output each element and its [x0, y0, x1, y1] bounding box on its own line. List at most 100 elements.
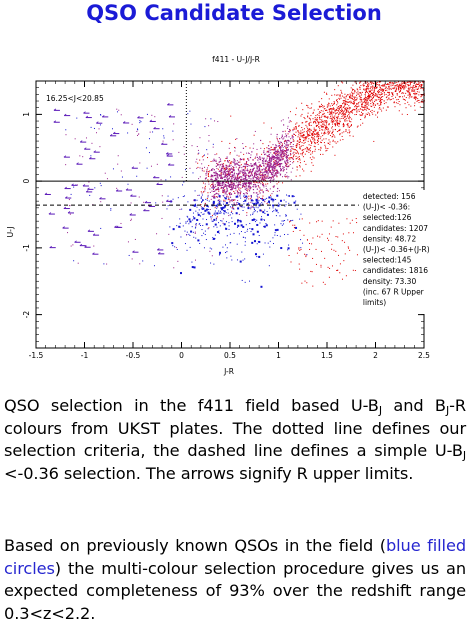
data-point — [233, 161, 235, 163]
data-point — [386, 83, 388, 85]
data-point — [258, 235, 260, 237]
data-point — [239, 159, 241, 161]
data-point — [378, 94, 380, 96]
data-point — [252, 213, 254, 215]
data-point — [328, 239, 330, 241]
data-point — [310, 107, 312, 109]
data-point — [225, 185, 228, 187]
data-point — [214, 196, 216, 198]
data-point — [303, 149, 305, 151]
data-point — [342, 233, 344, 235]
data-point — [226, 174, 228, 176]
data-point — [312, 111, 314, 113]
data-point — [315, 118, 317, 120]
data-point — [364, 117, 366, 119]
arrow-head — [92, 233, 96, 236]
data-point — [330, 112, 332, 114]
data-point — [319, 105, 321, 107]
data-point — [236, 204, 238, 206]
data-point — [363, 100, 365, 102]
data-point — [285, 176, 287, 178]
data-point — [131, 123, 133, 125]
data-point — [324, 108, 326, 110]
data-point — [254, 186, 256, 188]
blue-circles-link[interactable]: blue filled circles — [4, 536, 466, 578]
data-point — [335, 120, 337, 122]
data-point — [332, 123, 334, 125]
data-point — [326, 116, 328, 118]
data-point — [269, 156, 271, 158]
data-point — [258, 240, 261, 243]
data-point — [233, 202, 235, 204]
data-point — [247, 181, 250, 184]
data-point — [295, 126, 297, 128]
data-point — [235, 178, 238, 181]
data-point — [229, 173, 231, 175]
data-point — [245, 179, 248, 181]
data-point — [293, 148, 295, 150]
data-point — [346, 218, 348, 220]
data-point — [219, 158, 222, 160]
data-point — [284, 135, 286, 137]
data-point — [214, 190, 216, 192]
data-point — [257, 171, 259, 173]
data-point — [366, 88, 368, 90]
data-point — [268, 165, 270, 167]
data-point — [373, 83, 375, 85]
data-point — [208, 173, 210, 175]
data-point — [365, 88, 367, 90]
data-point — [306, 120, 308, 122]
data-point — [334, 136, 336, 138]
data-point — [340, 110, 342, 112]
data-point — [311, 142, 313, 144]
data-point — [324, 120, 326, 122]
data-point — [285, 150, 287, 152]
data-point — [318, 112, 320, 114]
data-point — [270, 173, 273, 175]
data-point — [359, 86, 361, 88]
data-point — [270, 179, 272, 181]
data-point — [411, 86, 413, 88]
data-point — [236, 162, 238, 164]
data-point — [302, 140, 304, 142]
data-point — [230, 171, 232, 173]
data-point — [211, 190, 213, 192]
data-point — [324, 283, 326, 285]
data-point — [382, 107, 384, 109]
data-point — [394, 85, 396, 87]
data-point — [270, 157, 272, 159]
data-point — [268, 160, 270, 162]
data-point — [193, 217, 196, 220]
data-point — [276, 150, 278, 152]
data-point — [258, 169, 260, 171]
data-point — [300, 145, 302, 147]
data-point — [200, 204, 202, 206]
data-point — [303, 134, 305, 136]
data-point — [262, 195, 264, 197]
data-point — [285, 201, 287, 203]
data-point — [136, 130, 138, 132]
data-point — [402, 87, 404, 89]
data-point — [213, 160, 216, 162]
data-point — [337, 102, 339, 104]
data-point — [233, 183, 235, 185]
data-point — [233, 174, 235, 176]
data-point — [302, 135, 304, 137]
data-point — [282, 153, 284, 155]
data-point — [270, 133, 272, 135]
data-point — [373, 110, 375, 112]
data-point — [269, 166, 271, 168]
data-point — [348, 107, 350, 109]
data-point — [290, 157, 292, 159]
data-point — [224, 175, 226, 178]
data-point — [359, 82, 361, 84]
data-point — [218, 181, 220, 183]
data-point — [256, 173, 258, 175]
data-point — [365, 88, 367, 90]
data-point — [211, 248, 213, 250]
data-point — [389, 91, 391, 93]
data-point — [300, 248, 302, 250]
data-point — [290, 150, 292, 152]
data-point — [287, 219, 289, 221]
data-point — [418, 86, 420, 88]
